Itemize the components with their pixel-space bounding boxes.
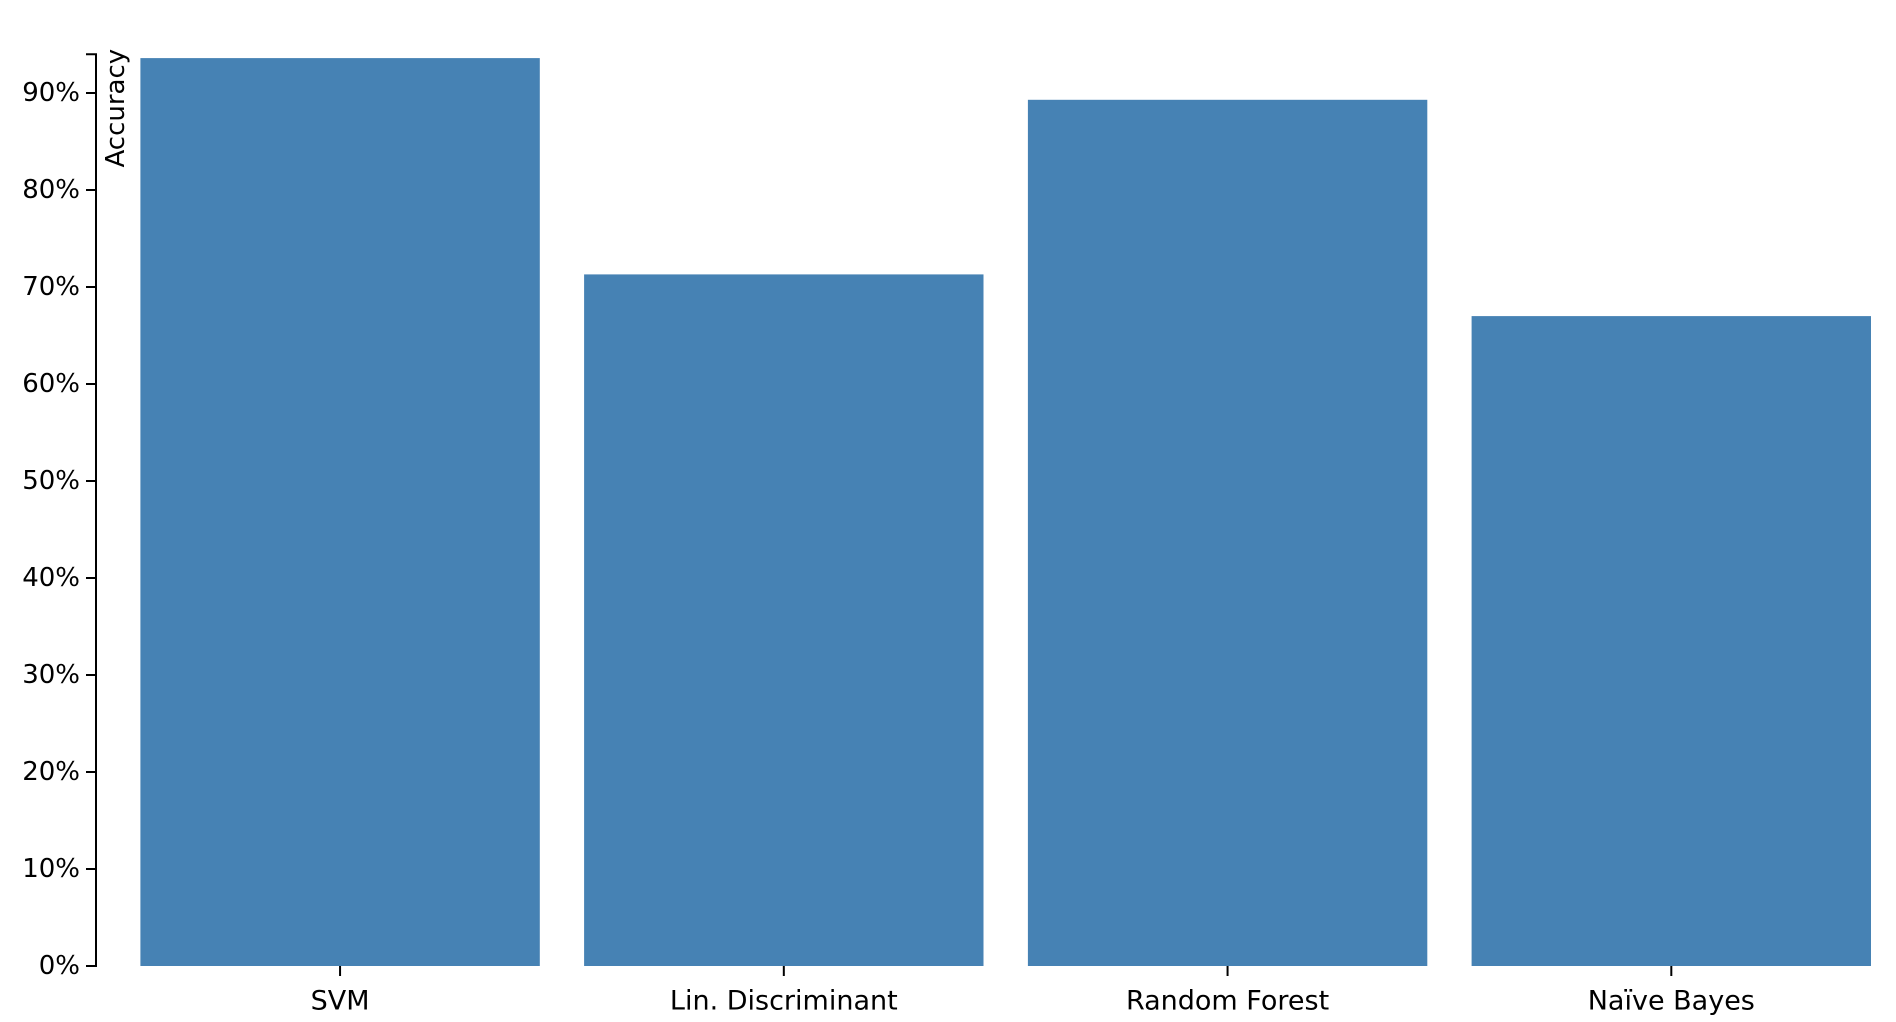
y-tick-label: 20% bbox=[22, 757, 80, 787]
x-axis: SVM Lin. Discriminant Random Forest Naïve B… bbox=[311, 966, 1755, 1017]
y-tick-label: 0% bbox=[39, 951, 80, 981]
bar-random-forest bbox=[1027, 99, 1428, 967]
y-axis: 0% 10% 20% 30% 40% 50% 60% 70% 80% 90% bbox=[22, 53, 97, 981]
y-tick-label: 30% bbox=[22, 660, 80, 690]
y-tick-label: 90% bbox=[22, 78, 80, 108]
y-tick-label: 50% bbox=[22, 466, 80, 496]
x-tick-label: Random Forest bbox=[1126, 986, 1329, 1017]
x-tick-label: Lin. Discriminant bbox=[670, 986, 898, 1017]
y-axis-title: Accuracy bbox=[101, 49, 131, 168]
bar-lin-discriminant bbox=[584, 274, 984, 966]
y-tick-label: 40% bbox=[22, 563, 80, 593]
x-tick-label: SVM bbox=[311, 986, 370, 1017]
y-tick-label: 10% bbox=[22, 854, 80, 884]
y-tick-label: 80% bbox=[22, 175, 80, 205]
bar-na-ve-bayes bbox=[1471, 316, 1871, 967]
bar-svm bbox=[140, 58, 540, 967]
x-tick-label: Naïve Bayes bbox=[1588, 986, 1755, 1017]
y-tick-label: 60% bbox=[22, 369, 80, 399]
y-tick-label: 70% bbox=[22, 272, 80, 302]
bars-layer bbox=[140, 58, 1871, 967]
